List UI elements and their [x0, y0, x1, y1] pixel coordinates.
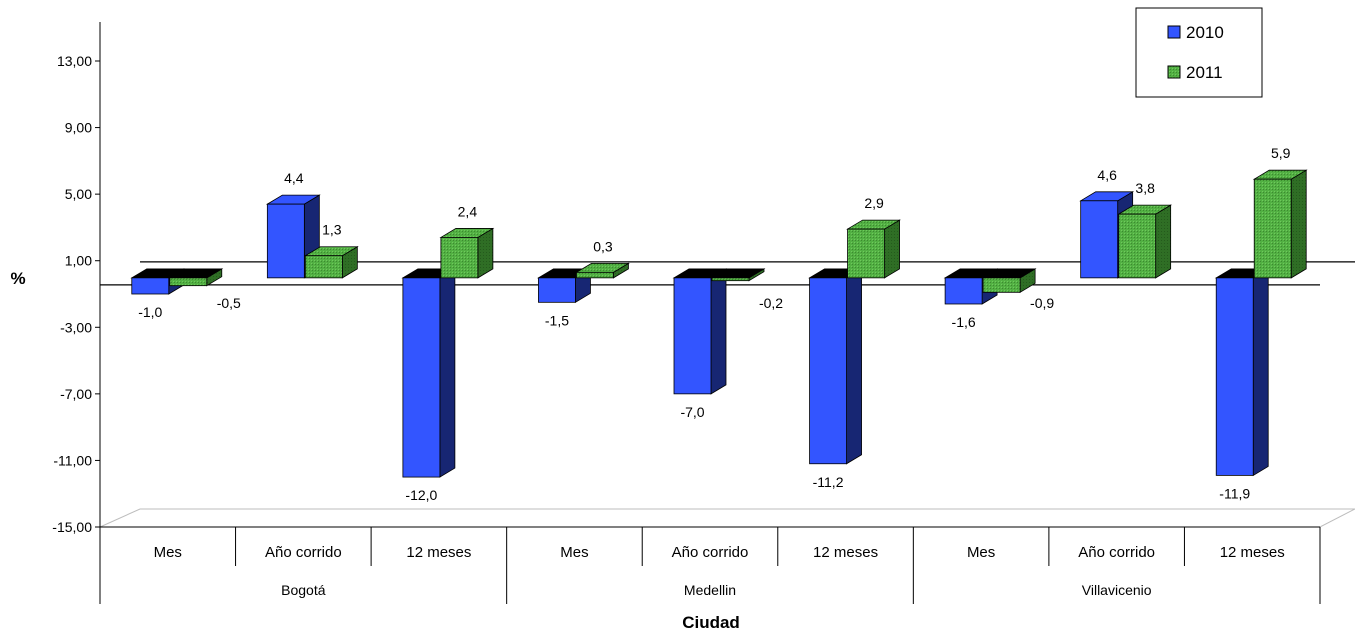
y-axis-title: % [10, 269, 25, 288]
y-tick-label: 13,00 [57, 53, 92, 69]
bar-2011-6 [981, 268, 1037, 294]
x-group-label: Bogotá [281, 582, 326, 598]
bar-2011-0 [168, 268, 224, 287]
legend: 2010 2011 [1135, 7, 1263, 98]
data-label-2011-0: -0,5 [217, 295, 241, 311]
y-tick-label: 9,00 [65, 120, 92, 136]
legend-swatch-2011 [1167, 65, 1181, 79]
data-label-2010-3: -1,5 [545, 312, 569, 328]
data-label-2011-7: 3,8 [1135, 180, 1155, 196]
data-label-2010-2: -12,0 [405, 487, 437, 503]
bar-2010-3 [537, 268, 592, 304]
x-category-label: 12 meses [813, 544, 878, 561]
data-label-2010-0: -1,0 [138, 304, 162, 320]
bar-2011-5 [846, 219, 901, 279]
data-label-2010-1: 4,4 [284, 170, 304, 186]
x-group-label: Villavicenio [1082, 582, 1152, 598]
y-tick-label: -11,00 [53, 452, 92, 468]
legend-label-2010: 2010 [1186, 23, 1224, 42]
bar-2011-2 [439, 227, 495, 279]
y-tick-label: -3,00 [60, 319, 92, 335]
legend-swatch-2010 [1167, 25, 1181, 39]
x-group-label: Medellin [684, 582, 736, 598]
x-category-label: Mes [154, 544, 182, 561]
data-label-2011-8: 5,9 [1271, 145, 1291, 161]
bar-2010-5 [808, 268, 863, 465]
x-category-label: Mes [967, 544, 995, 561]
x-category-label: 12 meses [1220, 544, 1285, 561]
data-label-2010-4: -7,0 [680, 404, 704, 420]
bars [130, 169, 1308, 478]
bar-2010-8 [1214, 268, 1270, 477]
legend-label-2011: 2011 [1186, 63, 1223, 82]
x-axis: Mes Año corrido 12 meses Mes Año corrido 12 m… [99, 526, 1321, 604]
data-label-2011-6: -0,9 [1030, 295, 1054, 311]
x-category-label: Mes [560, 544, 588, 561]
bar-2010-2 [401, 268, 457, 478]
data-label-2011-3: 0,3 [593, 238, 613, 254]
y-tick-label: 1,00 [65, 253, 92, 269]
data-label-2011-1: 1,3 [322, 222, 342, 238]
legend-box [1135, 7, 1263, 98]
bar-2011-8 [1252, 169, 1308, 279]
chart-floor [99, 508, 1355, 528]
data-label-2010-5: -11,2 [813, 474, 844, 490]
floor-plane [99, 508, 1355, 528]
x-category-label: Año corrido [265, 544, 342, 561]
data-label-2010-6: -1,6 [952, 314, 976, 330]
bar-2010-4 [672, 268, 728, 395]
y-tick-label: 5,00 [65, 186, 92, 202]
y-tick-label: -15,00 [52, 519, 92, 535]
x-category-label: Año corrido [1078, 544, 1155, 561]
y-axis: 13,00 9,00 5,00 1,00 -3,00 -7,00 -11,00 -15,00 [52, 22, 101, 535]
x-category-label: 12 meses [406, 544, 471, 561]
data-label-2011-2: 2,4 [458, 203, 478, 219]
bar-2011-4 [710, 268, 766, 282]
data-label-2010-7: 4,6 [1097, 167, 1117, 183]
x-category-label: Año corrido [672, 544, 749, 561]
bar-2011-1 [303, 246, 359, 279]
bar-2011-7 [1117, 204, 1173, 279]
data-label-2010-8: -11,9 [1219, 485, 1250, 501]
x-axis-title: Ciudad [682, 613, 740, 632]
bar-2011-3 [575, 262, 630, 279]
data-labels: -1,0 4,4 -12,0 -1,5 -7,0 -11,2 -1,6 4,6 -11,9 -0,… [138, 145, 1290, 503]
data-label-2011-4: -0,2 [759, 295, 783, 311]
y-tick-label: -7,00 [60, 386, 92, 402]
data-label-2011-5: 2,9 [864, 195, 884, 211]
